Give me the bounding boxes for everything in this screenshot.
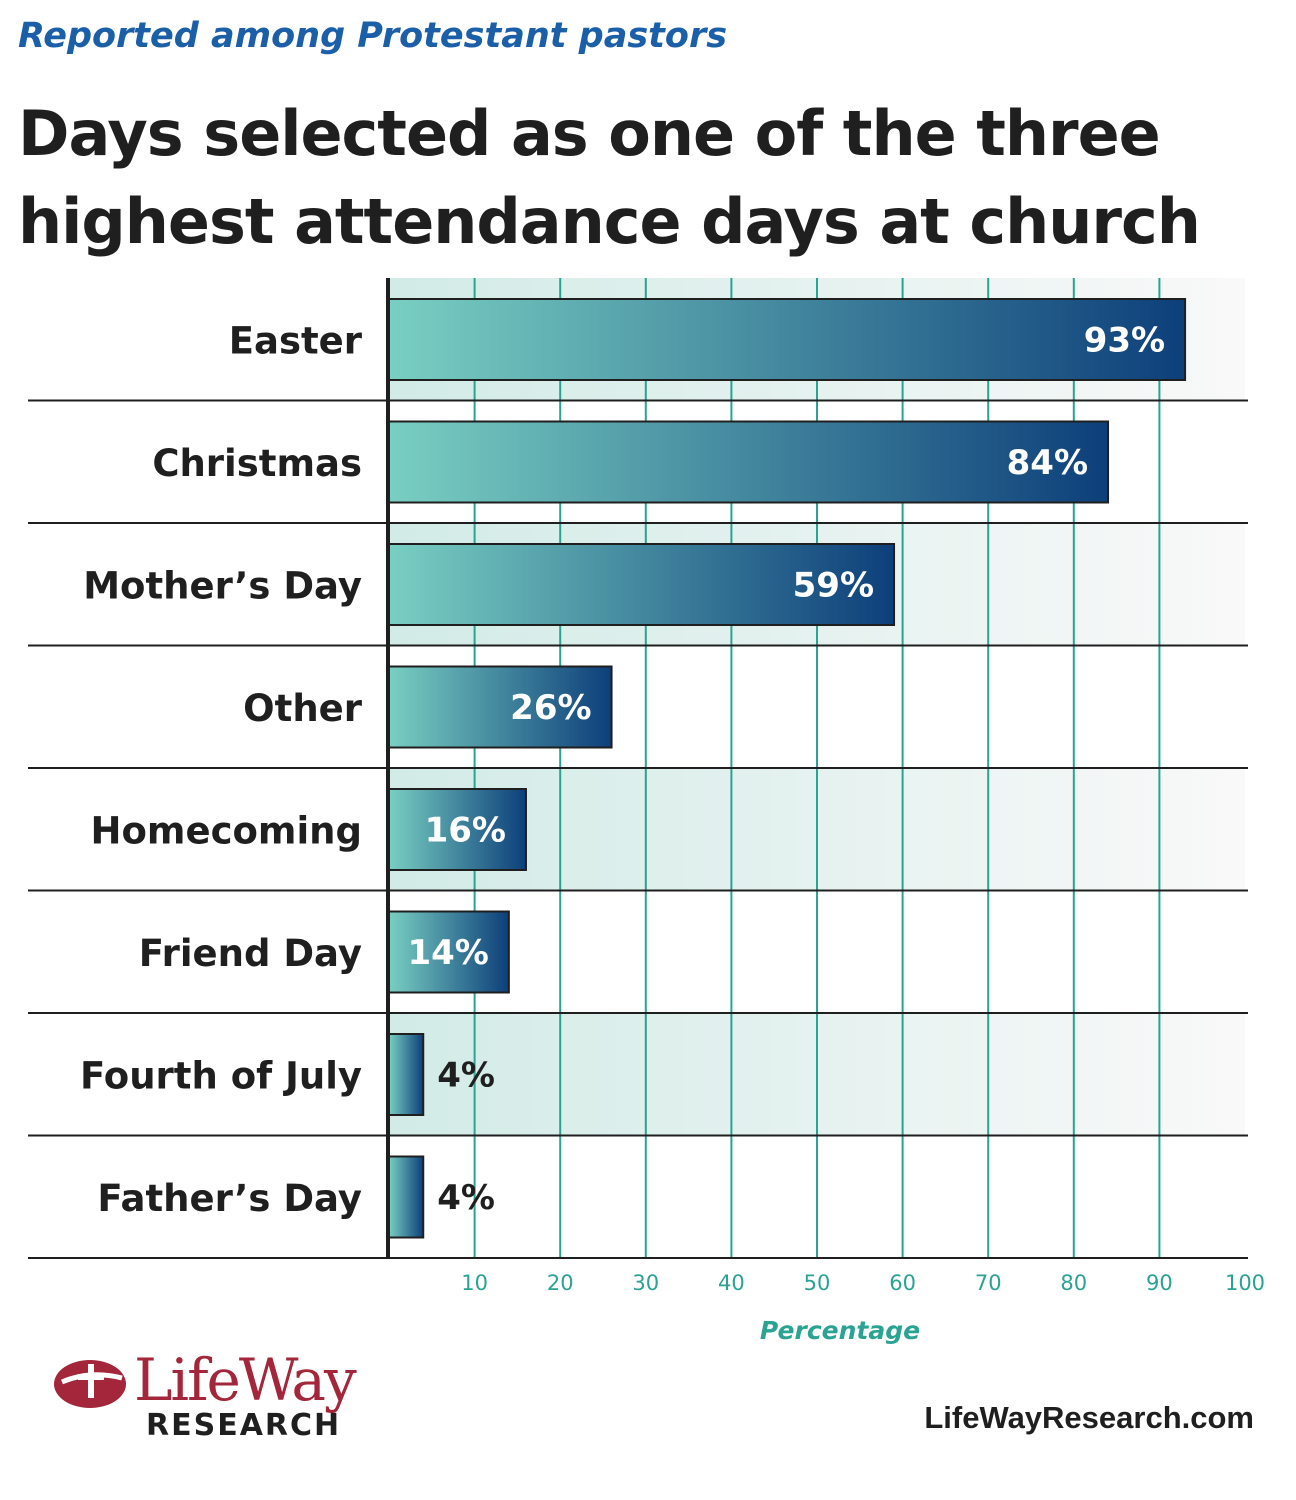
- category-label: Friend Day: [139, 932, 362, 975]
- bar: [388, 543, 896, 626]
- x-tick-label: 40: [718, 1271, 745, 1295]
- x-tick-label: 90: [1146, 1271, 1173, 1295]
- row-separators: [28, 399, 1248, 1259]
- logo-wordmark: LifeWay: [134, 1346, 357, 1414]
- category-label: Easter: [229, 319, 363, 362]
- value-labels: 93% 84% 59% 26% 16% 14% 4% 4%: [407, 320, 1165, 1218]
- category-label: Mother’s Day: [83, 564, 362, 607]
- value-label: 59%: [793, 565, 874, 605]
- bar: [388, 1033, 425, 1116]
- bar: [388, 665, 613, 749]
- x-tick-label: 100: [1225, 1271, 1265, 1295]
- value-label: 16%: [425, 810, 506, 850]
- x-tick-labels: 10 20 30 40 50 60 70 80 90 100: [461, 1271, 1265, 1295]
- chart-subtitle: Reported among Protestant pastors: [18, 16, 728, 56]
- value-label: 4%: [437, 1055, 495, 1095]
- x-tick-label: 80: [1060, 1271, 1087, 1295]
- bars: [388, 298, 1187, 1239]
- value-label: 14%: [407, 933, 488, 973]
- bar: [388, 910, 510, 994]
- x-tick-label: 20: [547, 1271, 574, 1295]
- x-tick-label: 10: [461, 1271, 488, 1295]
- bar-chart: Easter Christmas Mother’s Day Other Homecomi…: [28, 278, 1265, 1345]
- category-label: Homecoming: [91, 809, 362, 852]
- x-tick-label: 70: [975, 1271, 1002, 1295]
- chart-title: Days selected as one of the three highes…: [18, 97, 1201, 258]
- bar: [388, 1155, 425, 1239]
- value-label: 93%: [1084, 320, 1165, 360]
- category-labels: Easter Christmas Mother’s Day Other Homecomi…: [80, 319, 363, 1220]
- bar: [388, 298, 1187, 381]
- value-label: 4%: [437, 1178, 495, 1218]
- x-tick-label: 50: [804, 1271, 831, 1295]
- category-label: Christmas: [152, 442, 362, 485]
- value-label: 84%: [1007, 443, 1088, 483]
- bar: [388, 788, 527, 871]
- x-tick-label: 60: [889, 1271, 916, 1295]
- category-label: Other: [243, 687, 363, 730]
- logo-research-text: RESEARCH: [146, 1408, 342, 1443]
- value-label: 26%: [510, 688, 591, 728]
- lifeway-research-logo: LifeWay RESEARCH: [52, 1344, 412, 1444]
- lifeway-cross-icon: [54, 1360, 126, 1408]
- bar: [388, 420, 1110, 504]
- x-axis-label: Percentage: [760, 1316, 920, 1345]
- website-url: LifeWayResearch.com: [924, 1400, 1254, 1435]
- category-label: Father’s Day: [97, 1177, 362, 1220]
- category-label: Fourth of July: [80, 1054, 362, 1097]
- x-tick-label: 30: [632, 1271, 659, 1295]
